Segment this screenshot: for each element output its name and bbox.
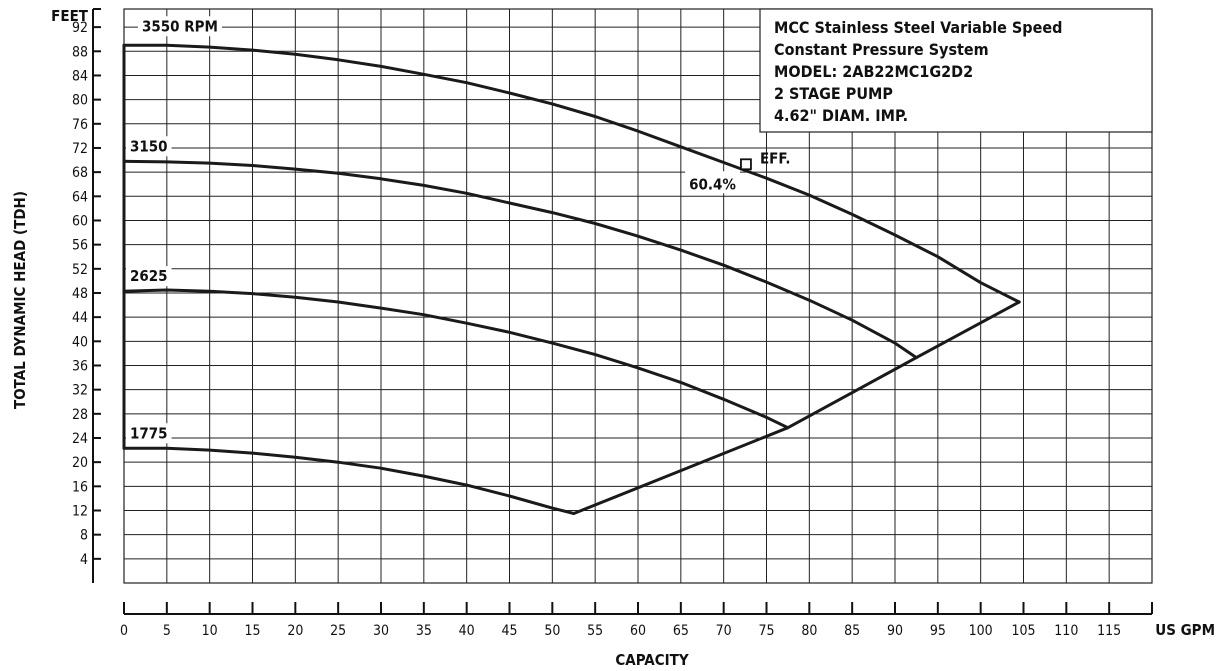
y-tick-label: 44 (72, 310, 88, 326)
y-tick-label: 88 (72, 44, 88, 60)
annotations: EFF. 60.4% (685, 149, 791, 194)
curve-label-3: 1775 (130, 424, 168, 442)
y-tick-label: 76 (72, 117, 88, 133)
info-line: MCC Stainless Steel Variable Speed (774, 18, 1062, 37)
x-tick-label: 25 (330, 623, 346, 639)
y-tick-label: 24 (72, 431, 88, 447)
x-tick-label: 20 (287, 623, 303, 639)
y-tick-label: 52 (72, 262, 88, 278)
y-tick-label: 56 (72, 238, 88, 254)
info-box: MCC Stainless Steel Variable Speed Consta… (759, 8, 1153, 133)
y-tick-label: 40 (72, 334, 88, 350)
info-line: 4.62" DIAM. IMP. (774, 106, 908, 125)
y-tick-label: 92 (72, 20, 88, 36)
x-tick-label: 45 (501, 623, 517, 639)
y-tick-label: 12 (72, 503, 88, 519)
series-line-4 (572, 300, 1021, 515)
x-tick-label: 95 (930, 623, 946, 639)
info-line: 2 STAGE PUMP (774, 84, 893, 103)
curve-label-0: 3550 RPM (142, 17, 218, 35)
info-box-panel (759, 8, 1153, 133)
x-tick-label: 35 (416, 623, 432, 639)
x-tick-label: 55 (587, 623, 603, 639)
efficiency-marker (740, 158, 752, 171)
x-tick-label: 60 (630, 623, 646, 639)
y-axis: 4812162024283236404448525660646872768084… (11, 7, 101, 583)
curve-label-2: 2625 (130, 267, 168, 285)
x-tick-label: 80 (801, 623, 817, 639)
x-tick-label: 90 (887, 623, 903, 639)
y-tick-label: 64 (72, 189, 88, 205)
annotation-eff: EFF. (760, 149, 791, 167)
y-tick-label: 84 (72, 68, 88, 84)
y-axis-title: TOTAL DYNAMIC HEAD (TDH) (11, 191, 29, 409)
x-tick-label: 10 (202, 623, 218, 639)
x-tick-label: 5 (163, 623, 171, 639)
y-tick-label: 28 (72, 407, 88, 423)
y-tick-label: 4 (80, 552, 88, 568)
y-tick-label: 8 (80, 528, 88, 544)
annotation-pct-bg (685, 171, 740, 194)
x-tick-label: 65 (673, 623, 689, 639)
grid (123, 8, 1153, 584)
annotation-pct: 60.4% (689, 175, 736, 193)
y-tick-label: 60 (72, 213, 88, 229)
x-tick-label: 105 (1011, 623, 1035, 639)
y-tick-label: 32 (72, 383, 88, 399)
x-tick-label: 110 (1054, 623, 1078, 639)
curve-label-bg (126, 266, 172, 287)
y-tick-label: 36 (72, 358, 88, 374)
x-tick-label: 115 (1097, 623, 1121, 639)
y-tick-label: 20 (72, 455, 88, 471)
series-line-0 (122, 43, 1021, 304)
x-tick-label: 100 (969, 623, 993, 639)
series-line-3 (122, 446, 576, 515)
x-axis-title: CAPACITY (615, 651, 688, 669)
curve-label-bg (126, 423, 172, 444)
x-tick-label: 70 (716, 623, 732, 639)
x-tick-label: 85 (844, 623, 860, 639)
y-tick-label: 80 (72, 93, 88, 109)
info-line: Constant Pressure System (774, 40, 989, 59)
x-tick-label: 0 (120, 623, 128, 639)
curve-label-1: 3150 (130, 137, 168, 155)
x-tick-label: 40 (459, 623, 475, 639)
x-unit-label: US GPM (1155, 621, 1215, 639)
y-tick-label: 48 (72, 286, 88, 302)
y-unit-label: FEET (51, 7, 89, 25)
curve-labels: 3550 RPM 3150 2625 1775 (126, 16, 222, 444)
pump-curves (122, 43, 1021, 515)
x-tick-label: 15 (244, 623, 260, 639)
x-tick-label: 50 (544, 623, 560, 639)
y-tick-label: 16 (72, 479, 88, 495)
info-line: MODEL: 2AB22MC1G2D2 (774, 62, 973, 81)
curve-label-bg (138, 16, 222, 37)
y-tick-label: 72 (72, 141, 88, 157)
series-line-1 (122, 159, 918, 360)
x-tick-label: 75 (758, 623, 774, 639)
curve-label-bg (126, 136, 172, 157)
series-line-2 (122, 288, 790, 430)
y-tick-label: 68 (72, 165, 88, 181)
x-axis: 0 5 10 15 20 25 30 35 40 45 50 55 60 65 70 75 80 85 90 95 10… (120, 602, 1215, 669)
x-tick-label: 30 (373, 623, 389, 639)
